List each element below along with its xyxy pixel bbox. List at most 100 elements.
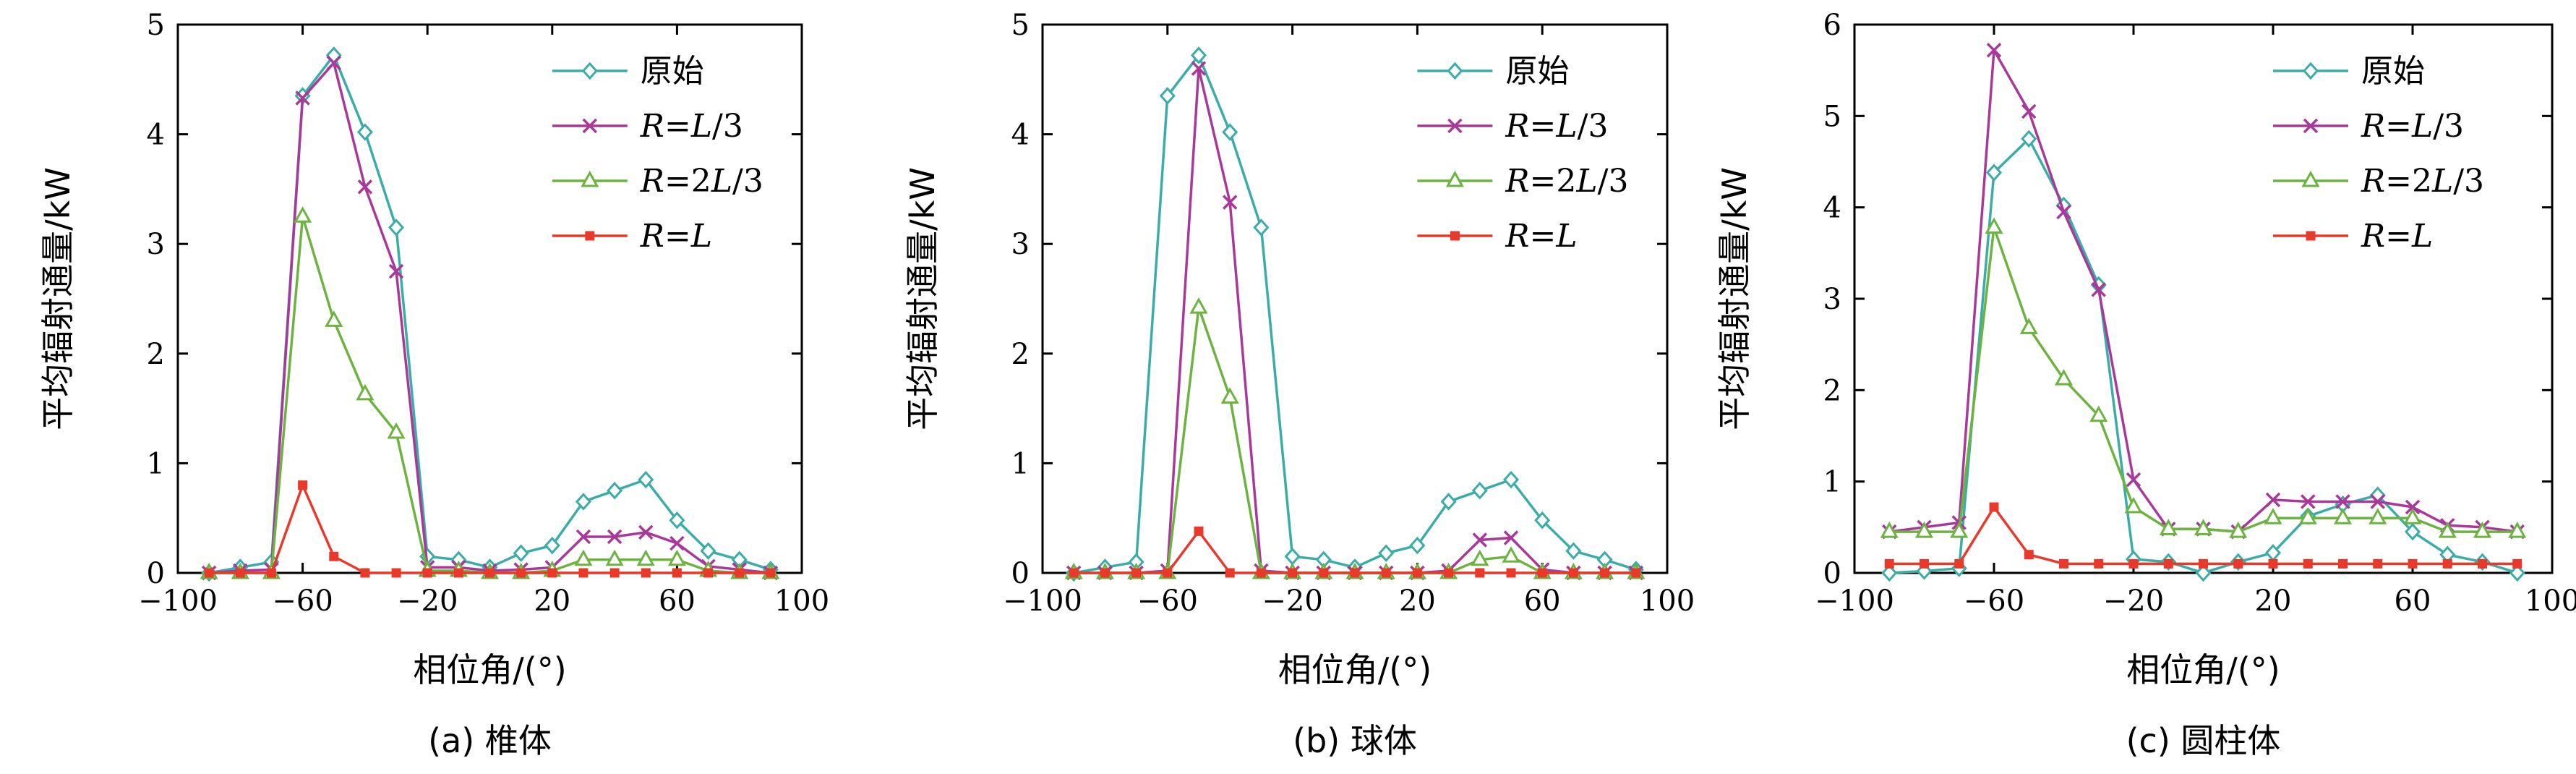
data-point [1447, 61, 1463, 80]
data-point [325, 310, 343, 327]
data-point [641, 568, 651, 578]
x-tick-label: −60 [1137, 584, 1198, 618]
data-point [391, 568, 401, 578]
data-point [1914, 522, 1934, 538]
y-tick-label: 4 [1011, 119, 1030, 152]
y-tick-label: 2 [1011, 338, 1030, 371]
data-point [453, 568, 463, 578]
data-point [2442, 558, 2452, 569]
x-tick-label: 100 [2525, 584, 2576, 618]
data-point [295, 90, 310, 106]
data-point [329, 551, 339, 561]
x-tick-label: −100 [1815, 584, 1894, 618]
data-point [1222, 123, 1238, 141]
data-point [2369, 508, 2387, 524]
data-point [516, 568, 526, 578]
data-point [1256, 568, 1266, 578]
data-point [2124, 496, 2143, 514]
x-tick-label: −20 [397, 584, 458, 618]
legend-label: R=L/3 [2361, 108, 2464, 145]
data-point [609, 568, 620, 578]
data-point [1506, 568, 1516, 578]
data-point [2126, 472, 2141, 488]
data-point [1284, 548, 1301, 566]
data-point [544, 536, 560, 555]
y-tick-label: 1 [1011, 447, 1030, 480]
legend-item: 原始 [2273, 53, 2425, 90]
data-point [2298, 508, 2317, 524]
y-tick-label: 5 [1011, 9, 1030, 42]
data-point [2373, 558, 2383, 569]
y-axis-label: 平均辐射通量/kW [903, 167, 942, 430]
data-point [2301, 494, 2316, 509]
legend-item: R=2L/3 [552, 163, 763, 200]
data-point [1412, 568, 1422, 578]
data-point [1409, 536, 1426, 555]
data-point [388, 218, 405, 237]
data-point [2403, 508, 2422, 524]
data-point [2233, 558, 2243, 569]
data-point [1159, 87, 1176, 105]
legend-label: R=2L/3 [2361, 163, 2484, 200]
legend-item: 原始 [552, 53, 704, 90]
data-point [1191, 61, 1207, 76]
legend: 原始 R=L/3 R=2L/3 R=L [552, 53, 763, 255]
data-point [2128, 558, 2139, 569]
data-point [636, 549, 655, 566]
data-point [2473, 522, 2492, 538]
data-point [326, 55, 341, 71]
legend-label: 原始 [1505, 53, 1569, 90]
data-point [735, 568, 745, 578]
data-point [1194, 526, 1204, 536]
data-point [585, 231, 595, 241]
data-point [581, 170, 599, 187]
data-point [607, 529, 622, 545]
data-point [2333, 508, 2353, 524]
data-point [2264, 508, 2282, 524]
data-point [2199, 558, 2208, 569]
data-point [574, 549, 593, 566]
data-point [356, 123, 373, 141]
data-point [1565, 542, 1582, 560]
legend-item: R=2L/3 [2273, 163, 2484, 200]
data-point [2370, 494, 2385, 509]
data-point [1471, 549, 1489, 566]
figure-caption: (c) 圆柱体 [2126, 721, 2281, 760]
data-point [294, 206, 312, 223]
legend-item: R=L [2273, 218, 2433, 255]
data-point [388, 263, 404, 279]
data-point [1100, 568, 1110, 578]
data-point [2408, 558, 2418, 569]
x-tick-label: 60 [1524, 584, 1561, 618]
chart-panel: 0 1 2 3 4 5 6 −100 −60 −20 20 60 100 相位角/(°) 平均辐射通量/kW… [1715, 9, 2576, 760]
legend-label: R=L [2361, 218, 2433, 255]
legend-item: 原始 [1417, 53, 1569, 90]
data-point [766, 568, 776, 578]
x-tick-label: 20 [534, 584, 570, 618]
x-axis-label: 相位角/(°) [413, 650, 566, 689]
y-tick-label: 5 [1823, 100, 1841, 133]
series-line [1889, 226, 2517, 533]
series-R=L [1069, 526, 1641, 578]
data-point [582, 118, 598, 134]
data-point [1600, 568, 1610, 578]
data-point [2091, 282, 2106, 297]
x-tick-label: −60 [272, 584, 333, 618]
data-point [2265, 492, 2281, 508]
legend-label: 原始 [641, 53, 704, 90]
data-point [2159, 519, 2178, 535]
data-point [513, 544, 529, 562]
plot-frame [1853, 23, 2554, 574]
legend-label: R=2L/3 [1505, 163, 1628, 200]
chart-panel: 0 1 2 3 4 5 −100 −60 −20 20 60 100 相位角/(°) 平均辐射通量/kW (… [38, 9, 829, 760]
y-axis-label: 平均辐射通量/kW [38, 167, 77, 430]
legend-item: R=L [552, 218, 712, 255]
legend-item: R=L/3 [2273, 108, 2464, 145]
data-point [1381, 568, 1391, 578]
data-point [669, 511, 685, 530]
legend-label: R=L [1505, 218, 1577, 255]
data-point [667, 549, 686, 566]
data-point [2509, 564, 2525, 582]
series-line [1889, 506, 2517, 566]
